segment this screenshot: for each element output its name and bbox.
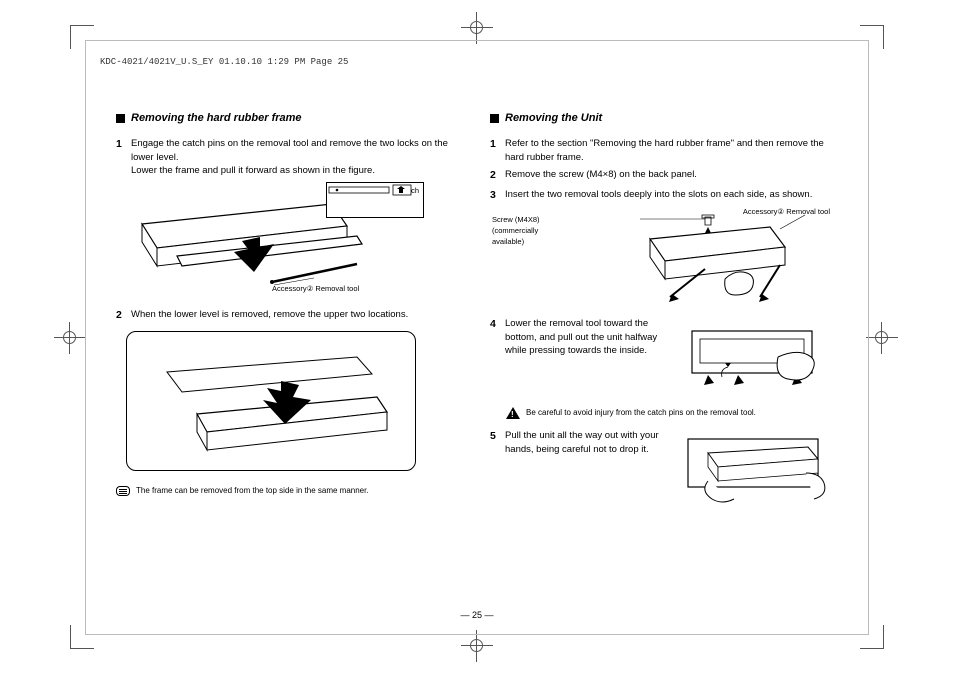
warning-text: Be careful to avoid injury from the catc…: [526, 407, 756, 419]
step-number: 2: [490, 168, 499, 183]
section-title-text: Removing the Unit: [505, 111, 602, 127]
section-title-text: Removing the hard rubber frame: [131, 111, 302, 127]
warning: Be careful to avoid injury from the catc…: [506, 407, 838, 419]
print-header: KDC-4021/4021V_U.S_EY 01.10.10 1:29 PM P…: [100, 57, 348, 67]
section-title-left: Removing the hard rubber frame: [116, 111, 464, 127]
right-column: Removing the Unit 1 Refer to the section…: [490, 111, 838, 594]
step-item: 4 Lower the removal tool toward the bott…: [490, 317, 838, 397]
note-icon: [116, 486, 130, 496]
figure-remove-frame-lower: Lock Catch Accessory② Removal tool: [122, 186, 422, 296]
registration-mark: [60, 328, 80, 348]
bullet-square-icon: [490, 114, 499, 123]
figure-lower-tool: [678, 317, 838, 397]
step-item: 1 Refer to the section "Removing the har…: [490, 137, 838, 165]
step-text: Engage the catch pins on the removal too…: [131, 138, 448, 163]
accessory-label: Accessory② Removal tool: [272, 284, 359, 295]
step-text: When the lower level is removed, remove …: [131, 308, 464, 323]
registration-mark: [467, 18, 487, 38]
note: The frame can be removed from the top si…: [116, 485, 464, 497]
step-item: 3 Insert the two removal tools deeply in…: [490, 188, 838, 203]
step-number: 1: [490, 137, 499, 165]
step-item: 5 Pull the unit all the way out with you…: [490, 429, 838, 509]
left-column: Removing the hard rubber frame 1 Engage …: [116, 111, 464, 594]
step-text: Insert the two removal tools deeply into…: [505, 188, 838, 203]
figure-insert-tools: Screw (M4X8) (commercially available) Ac…: [610, 209, 820, 309]
callout-box: Lock Catch: [326, 182, 424, 218]
figure-pull-unit: [678, 429, 838, 509]
step-number: 4: [490, 317, 499, 358]
step-text: Refer to the section "Removing the hard …: [505, 137, 838, 165]
step-text: Remove the screw (M4×8) on the back pane…: [505, 168, 838, 183]
step-item: 1 Engage the catch pins on the removal t…: [116, 137, 464, 178]
screw-label: Screw (M4X8) (commercially available): [492, 215, 564, 248]
note-text: The frame can be removed from the top si…: [136, 485, 369, 497]
warning-icon: [506, 407, 520, 419]
page-frame: KDC-4021/4021V_U.S_EY 01.10.10 1:29 PM P…: [85, 40, 869, 635]
section-title-right: Removing the Unit: [490, 111, 838, 127]
step-item: 2 When the lower level is removed, remov…: [116, 308, 464, 323]
step-number: 5: [490, 429, 499, 457]
accessory-label: Accessory② Removal tool: [743, 207, 830, 218]
step-number: 1: [116, 137, 125, 178]
step-item: 2 Remove the screw (M4×8) on the back pa…: [490, 168, 838, 183]
step-text: Lower the frame and pull it forward as s…: [131, 165, 375, 176]
registration-mark: [467, 636, 487, 656]
step-number: 2: [116, 308, 125, 323]
bullet-square-icon: [116, 114, 125, 123]
step-number: 3: [490, 188, 499, 203]
step-text: Lower the removal tool toward the bottom…: [505, 317, 668, 358]
page-number: — 25 —: [86, 610, 868, 620]
figure-remove-frame-upper: [126, 331, 416, 471]
step-text: Pull the unit all the way out with your …: [505, 429, 668, 457]
registration-mark: [872, 328, 892, 348]
